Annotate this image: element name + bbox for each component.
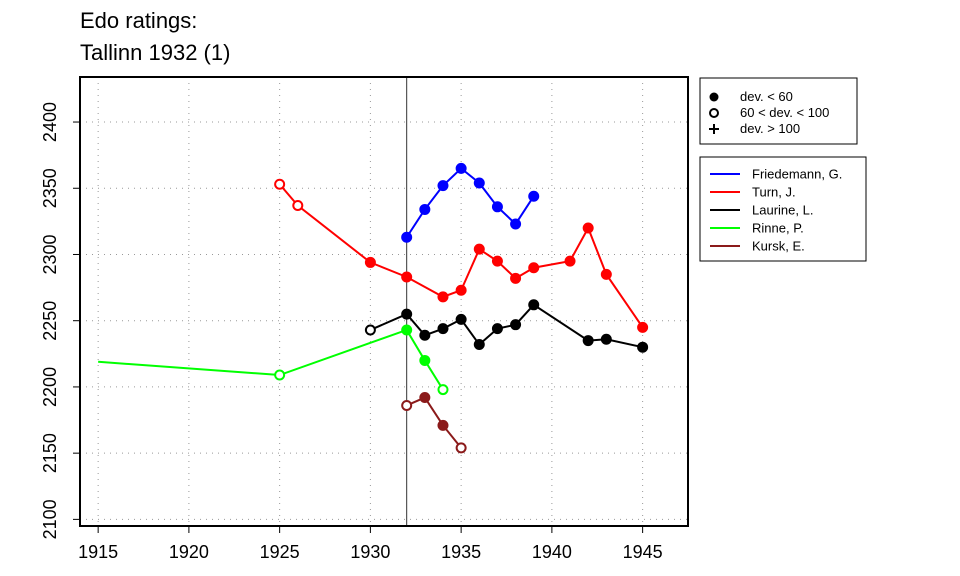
chart-title-line-1: Edo ratings:: [80, 8, 198, 33]
data-point-0-5: [491, 201, 503, 213]
legend-open-circle-icon: [709, 108, 719, 118]
axes: 1915 1920 1925 1930 1935 1940 1945 2100 2150 2200…: [40, 102, 663, 562]
grid-lines: [80, 77, 688, 526]
data-point-1-12: [600, 268, 612, 280]
legend-filled-circle-icon: [709, 92, 719, 102]
data-point-1-2: [364, 256, 376, 268]
data-point-1-13: [637, 321, 649, 333]
data-point-1-3: [401, 271, 413, 283]
series-lines: [98, 162, 649, 454]
series-line-3: [98, 328, 444, 391]
y-tick-label-2200: 2200: [40, 367, 60, 407]
series-legend-label-1: Turn, J.: [752, 185, 796, 200]
data-point-2-9: [582, 335, 594, 347]
marker-legend-label-1: 60 < dev. < 100: [740, 105, 829, 120]
data-point-2-8: [528, 299, 540, 311]
series-0: [401, 162, 540, 243]
y-tick-label-2400: 2400: [40, 102, 60, 142]
data-point-2-6: [491, 323, 503, 335]
y-tick-label-2100: 2100: [40, 499, 60, 539]
marker-legend-box: [699, 77, 858, 145]
data-point-1-9: [528, 262, 540, 274]
data-point-2-0: [364, 324, 376, 336]
x-tick-label-1940: 1940: [532, 542, 572, 562]
data-point-2-1: [401, 308, 413, 320]
data-point-1-0: [274, 178, 286, 190]
data-point-0-2: [437, 180, 449, 192]
plot-frame: [79, 76, 689, 527]
y-tick-label-2300: 2300: [40, 234, 60, 274]
data-point-3-2: [401, 324, 413, 336]
data-point-2-10: [600, 333, 612, 345]
data-point-2-2: [419, 329, 431, 341]
series-legend-label-4: Kursk, E.: [752, 239, 805, 254]
data-point-0-3: [455, 162, 467, 174]
series-legend-label-2: Laurine, L.: [752, 203, 813, 218]
y-tick-label-2350: 2350: [40, 168, 60, 208]
x-tick-label-1930: 1930: [350, 542, 390, 562]
x-tick-label-1920: 1920: [169, 542, 209, 562]
data-point-1-8: [510, 272, 522, 284]
series-line-1: [278, 183, 644, 328]
data-point-2-3: [437, 323, 449, 335]
data-point-0-4: [473, 177, 485, 189]
y-tick-label-2150: 2150: [40, 433, 60, 473]
marker-legend-label-0: dev. < 60: [740, 89, 793, 104]
series-2: [364, 299, 649, 353]
data-point-2-11: [637, 341, 649, 353]
data-point-1-6: [473, 243, 485, 255]
data-point-0-7: [528, 190, 540, 202]
data-point-1-4: [437, 291, 449, 303]
series-legend: Friedemann, G. Turn, J. Laurine, L. Rinne, …: [699, 156, 867, 262]
data-point-1-11: [582, 222, 594, 234]
legend-plus-icon: [709, 124, 719, 134]
x-tick-label-1925: 1925: [260, 542, 300, 562]
data-point-2-5: [473, 339, 485, 351]
marker-legend-label-2: dev. > 100: [740, 121, 800, 136]
series-1: [274, 178, 649, 333]
series-legend-label-0: Friedemann, G.: [752, 167, 842, 182]
x-tick-label-1915: 1915: [78, 542, 118, 562]
x-tick-label-1945: 1945: [623, 542, 663, 562]
series-line-4: [406, 396, 462, 449]
data-point-4-2: [437, 419, 449, 431]
data-point-0-1: [419, 203, 431, 215]
series-3: [98, 324, 449, 396]
series-4: [401, 392, 467, 454]
y-tick-label-2250: 2250: [40, 301, 60, 341]
data-point-4-3: [455, 442, 467, 454]
data-point-4-1: [419, 392, 431, 404]
series-legend-label-3: Rinne, P.: [752, 221, 804, 236]
data-point-0-6: [510, 218, 522, 230]
data-point-1-1: [292, 199, 304, 211]
data-point-1-10: [564, 255, 576, 267]
data-point-3-1: [274, 369, 286, 381]
data-point-0-0: [401, 231, 413, 243]
data-point-1-5: [455, 284, 467, 296]
data-point-3-4: [437, 384, 449, 396]
data-point-4-0: [401, 399, 413, 411]
x-tick-label-1935: 1935: [441, 542, 481, 562]
data-point-1-7: [491, 255, 503, 267]
data-point-3-3: [419, 354, 431, 366]
chart-title-line-2: Tallinn 1932 (1): [80, 40, 231, 65]
data-point-2-4: [455, 313, 467, 325]
data-point-2-7: [510, 319, 522, 331]
